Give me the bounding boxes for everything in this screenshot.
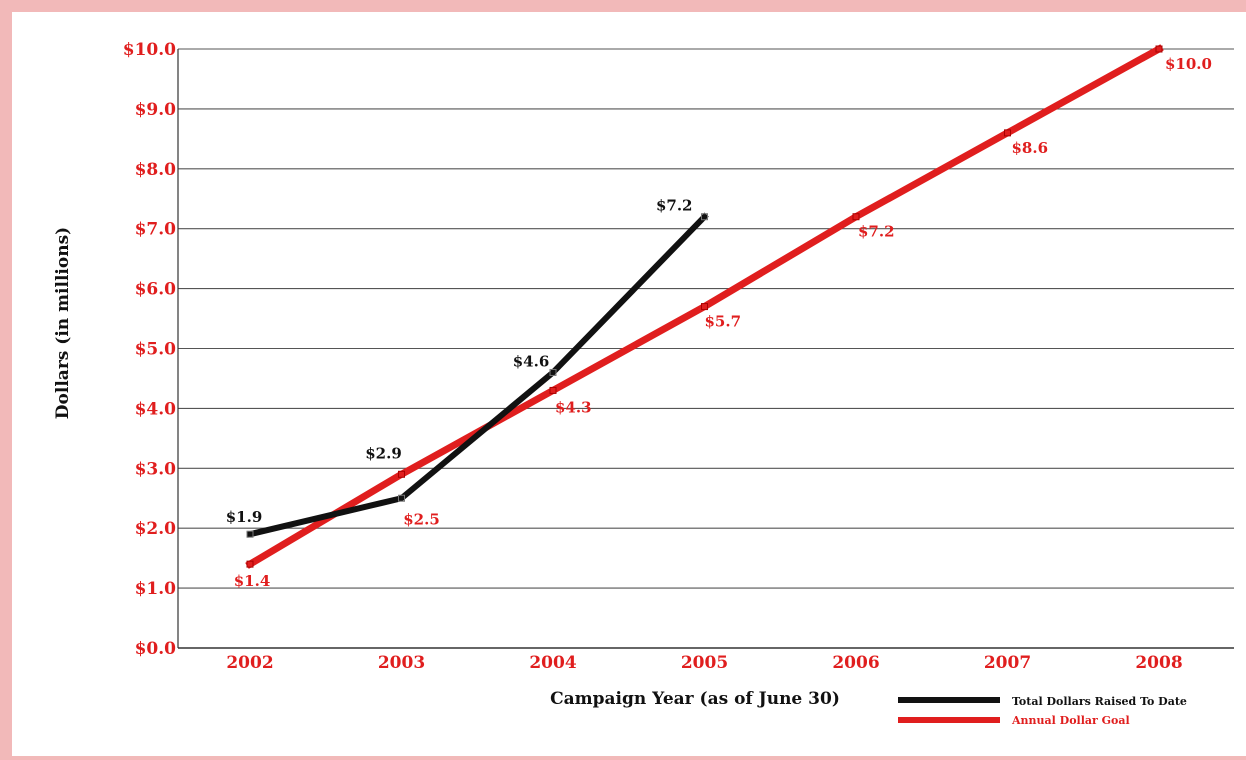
y-tick-label: $4.0 <box>135 399 177 419</box>
x-axis-ticks: 2002 2003 2004 2005 2006 2007 2008 <box>226 653 1182 673</box>
data-point <box>852 213 860 221</box>
y-axis-title: Dollars (in millions) <box>53 227 73 419</box>
legend-label-total: Total Dollars Raised To Date <box>1012 695 1187 708</box>
data-label-goal: $4.3 <box>555 398 592 416</box>
data-point <box>1004 129 1011 137</box>
y-tick-label: $0.0 <box>135 639 177 659</box>
x-tick-label: 2006 <box>832 653 879 673</box>
data-label-goal: $2.9 <box>365 444 402 462</box>
data-labels: $1.9 $2.5 $4.6 $7.2 $1.4 $2.9 $4.3 $5.7 $7.2 $8.6… <box>226 55 1212 590</box>
y-tick-label: $1.0 <box>135 579 177 599</box>
x-tick-label: 2008 <box>1135 653 1182 673</box>
data-point <box>701 303 708 311</box>
y-axis-ticks: $0.0 $1.0 $2.0 $3.0 $4.0 $5.0 $6.0 $7.0 $8.0 $9.0… <box>123 40 176 659</box>
data-point <box>549 368 557 376</box>
x-tick-label: 2007 <box>984 653 1031 673</box>
data-label-goal: $7.2 <box>858 223 895 241</box>
x-tick-label: 2004 <box>529 653 576 673</box>
data-point <box>398 494 405 502</box>
x-tick-label: 2002 <box>226 653 273 673</box>
data-label-total: $4.6 <box>513 352 550 370</box>
data-point <box>246 530 254 538</box>
chart-frame <box>12 12 1246 756</box>
y-tick-label: $2.0 <box>135 519 177 539</box>
x-tick-label: 2003 <box>378 653 425 673</box>
data-point <box>549 386 557 394</box>
y-tick-label: $9.0 <box>135 100 177 120</box>
gridlines <box>177 48 1234 649</box>
data-point <box>1155 45 1163 53</box>
data-point <box>246 560 254 568</box>
series-line-total-raised <box>246 212 709 538</box>
y-tick-label: $10.0 <box>123 40 176 60</box>
data-label-total: $1.9 <box>226 508 263 526</box>
x-axis-title: Campaign Year (as of June 30) <box>550 689 840 709</box>
series-lines <box>245 44 1164 569</box>
y-tick-label: $6.0 <box>135 280 177 300</box>
series-line-annual-goal <box>245 44 1164 569</box>
y-tick-label: $7.0 <box>135 220 177 240</box>
data-point <box>701 213 708 221</box>
data-label-total: $7.2 <box>656 197 693 215</box>
legend: Total Dollars Raised To Date Annual Doll… <box>898 695 1187 727</box>
x-tick-label: 2005 <box>681 653 728 673</box>
y-tick-label: $5.0 <box>135 340 177 360</box>
data-label-goal: $5.7 <box>705 313 742 331</box>
data-point <box>398 470 405 478</box>
legend-label-goal: Annual Dollar Goal <box>1011 714 1130 727</box>
y-tick-label: $3.0 <box>135 459 177 479</box>
y-tick-label: $8.0 <box>135 160 177 180</box>
data-label-total: $2.5 <box>403 510 440 528</box>
data-label-goal: $1.4 <box>234 572 271 590</box>
data-label-goal: $10.0 <box>1165 55 1212 73</box>
data-label-goal: $8.6 <box>1012 139 1049 157</box>
